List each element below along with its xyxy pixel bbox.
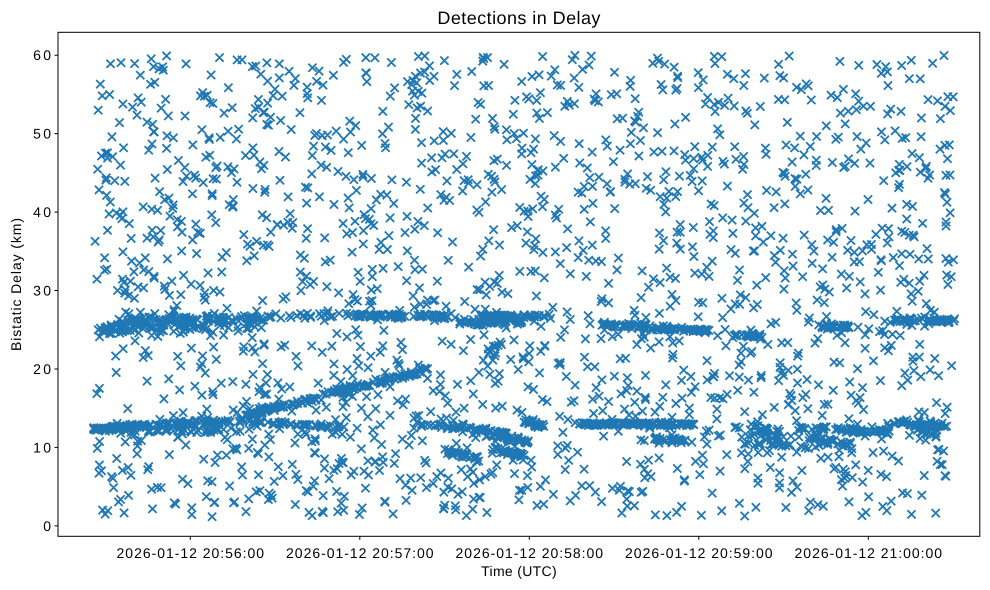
svg-text:2026-01-12 20:59:00: 2026-01-12 20:59:00 xyxy=(625,545,773,561)
svg-text:Detections in Delay: Detections in Delay xyxy=(437,8,600,28)
svg-text:2026-01-12 21:00:00: 2026-01-12 21:00:00 xyxy=(795,545,943,561)
svg-text:Bistatic Delay (km): Bistatic Delay (km) xyxy=(8,218,24,351)
svg-text:2026-01-12 20:58:00: 2026-01-12 20:58:00 xyxy=(456,545,604,561)
svg-text:2026-01-12 20:56:00: 2026-01-12 20:56:00 xyxy=(117,545,265,561)
svg-text:0: 0 xyxy=(43,518,51,534)
svg-text:Time (UTC): Time (UTC) xyxy=(481,563,557,579)
svg-text:2026-01-12 20:57:00: 2026-01-12 20:57:00 xyxy=(286,545,434,561)
